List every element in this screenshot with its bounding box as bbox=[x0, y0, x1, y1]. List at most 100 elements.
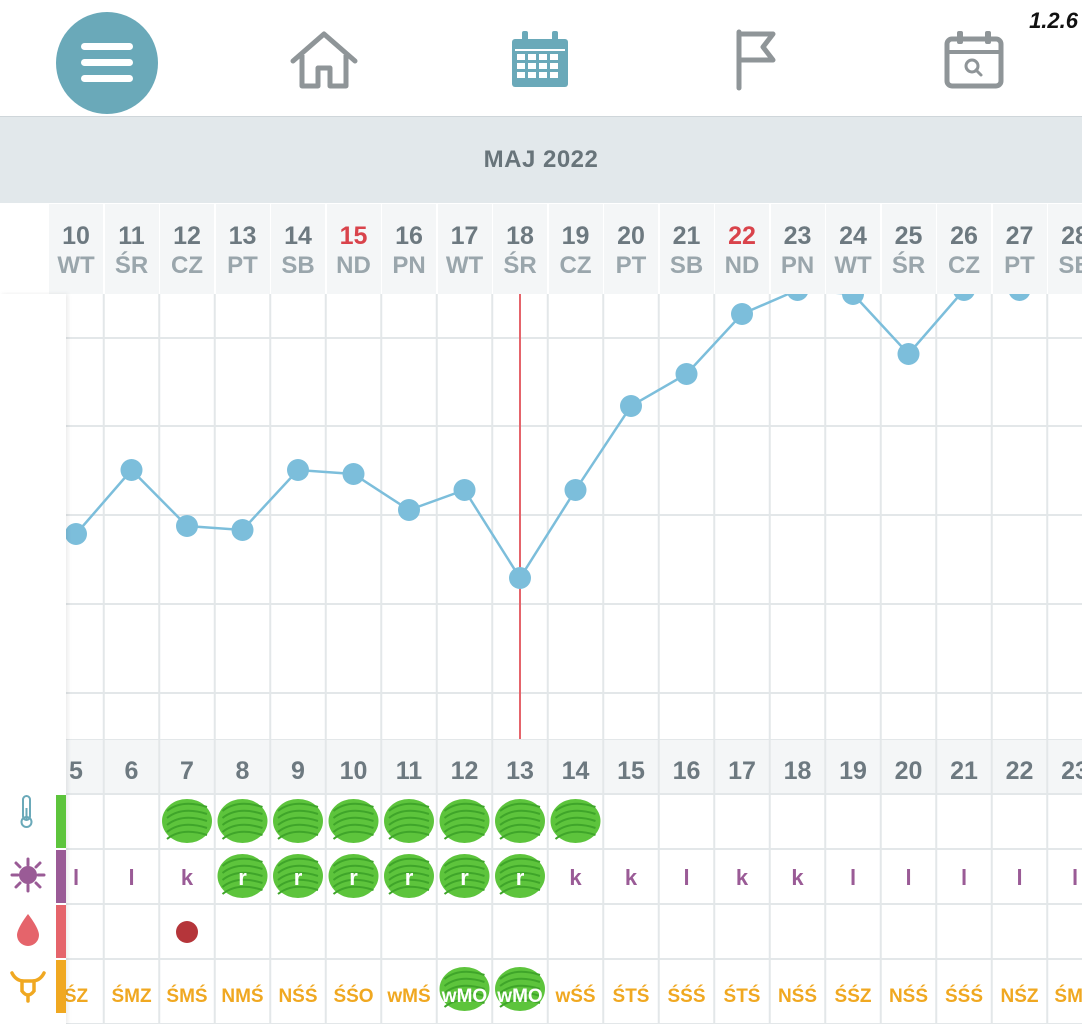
green-scribble-mark[interactable] bbox=[550, 799, 601, 843]
cervix-code[interactable]: NŚŚ bbox=[278, 985, 317, 1007]
green-scribble-mark[interactable] bbox=[384, 854, 434, 898]
green-scribble-mark[interactable] bbox=[273, 854, 323, 898]
green-scribble-mark[interactable] bbox=[217, 799, 268, 843]
cervix-code[interactable]: ŚMŚ bbox=[1054, 985, 1082, 1007]
cervix-code[interactable]: NŚZ bbox=[1001, 985, 1039, 1007]
observation-mark[interactable]: l bbox=[961, 865, 967, 890]
cervix-code[interactable]: NMŚ bbox=[221, 985, 263, 1007]
menu-button[interactable] bbox=[56, 12, 158, 114]
cervix-code[interactable]: wMO bbox=[496, 986, 542, 1007]
observation-mark[interactable]: k bbox=[181, 865, 194, 890]
observation-mark[interactable]: k bbox=[791, 865, 804, 890]
date-column[interactable]: 10 WT bbox=[49, 204, 103, 294]
weekday-label: PT bbox=[1004, 252, 1035, 279]
date-column[interactable]: 13 PT bbox=[215, 204, 270, 294]
date-column[interactable]: 19 CZ bbox=[548, 204, 603, 294]
date-column[interactable]: 20 PT bbox=[604, 204, 658, 294]
date-column[interactable]: 25 ŚR bbox=[881, 204, 936, 294]
date-column[interactable]: 15 ND bbox=[326, 204, 381, 294]
cervix-code[interactable]: wŚŚ bbox=[554, 985, 595, 1007]
date-column[interactable]: 24 WT bbox=[826, 204, 880, 294]
observation-mark[interactable]: r bbox=[516, 865, 525, 890]
green-scribble-mark[interactable] bbox=[273, 799, 323, 843]
home-button[interactable] bbox=[272, 10, 376, 110]
temperature-point[interactable] bbox=[120, 459, 143, 481]
date-column[interactable]: 14 SB bbox=[271, 204, 325, 294]
calendar-button[interactable] bbox=[488, 10, 592, 110]
cervix-code[interactable]: wMO bbox=[441, 986, 487, 1007]
cervix-code[interactable]: ŚŚO bbox=[333, 985, 373, 1007]
date-column[interactable]: 28SB bbox=[1048, 204, 1082, 294]
observation-mark[interactable]: l bbox=[1072, 865, 1078, 890]
observation-mark[interactable]: l bbox=[73, 865, 79, 890]
temperature-point[interactable] bbox=[842, 294, 864, 305]
observation-mark[interactable]: l bbox=[850, 865, 856, 890]
green-scribble-mark[interactable] bbox=[328, 799, 379, 843]
cervix-code[interactable]: ŚŚŚ bbox=[945, 985, 983, 1007]
green-scribble-mark[interactable] bbox=[384, 799, 434, 843]
green-scribble-mark[interactable] bbox=[439, 799, 490, 843]
temperature-point[interactable] bbox=[509, 567, 531, 589]
date-column[interactable]: 21 SB bbox=[659, 204, 714, 294]
date-column[interactable]: 12 CZ bbox=[160, 204, 214, 294]
temperature-point[interactable] bbox=[953, 294, 975, 301]
date-column[interactable]: 11 ŚR bbox=[104, 204, 159, 294]
date-column[interactable]: 18 ŚR bbox=[493, 204, 547, 294]
observation-mark[interactable]: l bbox=[1016, 865, 1022, 890]
green-scribble-mark[interactable] bbox=[328, 854, 379, 898]
temperature-point[interactable] bbox=[287, 459, 309, 481]
observation-mark[interactable]: k bbox=[736, 865, 749, 890]
cervix-code[interactable]: ŚŚŚ bbox=[667, 985, 705, 1007]
green-scribble-mark[interactable] bbox=[162, 799, 212, 843]
temperature-point[interactable] bbox=[675, 363, 698, 385]
date-column[interactable]: 17 WT bbox=[437, 204, 492, 294]
bleeding-dot[interactable] bbox=[176, 921, 198, 943]
cervix-code[interactable]: ŚTŚ bbox=[724, 985, 761, 1007]
calendar-search-button[interactable] bbox=[922, 10, 1026, 110]
observation-mark[interactable]: r bbox=[460, 865, 469, 890]
observation-mark[interactable]: r bbox=[294, 865, 303, 890]
temperature-point[interactable] bbox=[65, 523, 87, 545]
green-scribble-mark[interactable] bbox=[495, 854, 545, 898]
temperature-point[interactable] bbox=[176, 515, 198, 537]
date-column[interactable]: 22 ND bbox=[715, 204, 769, 294]
temperature-point[interactable] bbox=[897, 343, 920, 365]
temperature-point[interactable] bbox=[620, 395, 642, 417]
cervix-code[interactable]: ŚZ bbox=[64, 985, 89, 1007]
observation-mark[interactable]: k bbox=[625, 865, 638, 890]
green-scribble-mark[interactable] bbox=[439, 854, 490, 898]
green-scribble-mark[interactable] bbox=[217, 854, 268, 898]
date-number: 10 bbox=[62, 222, 90, 250]
cervix-code[interactable]: wMŚ bbox=[386, 985, 430, 1007]
date-column[interactable]: 27 PT bbox=[992, 204, 1047, 294]
green-scribble-mark[interactable] bbox=[439, 967, 490, 1011]
observation-mark[interactable]: l bbox=[128, 865, 134, 890]
date-column[interactable]: 26 CZ bbox=[937, 204, 991, 294]
cervix-code[interactable]: NŚŚ bbox=[778, 985, 817, 1007]
cervix-code[interactable]: NŚŚ bbox=[889, 985, 928, 1007]
green-scribble-mark[interactable] bbox=[495, 967, 545, 1011]
date-column[interactable]: 23 PN bbox=[770, 204, 825, 294]
observation-mark[interactable]: r bbox=[349, 865, 358, 890]
flag-button[interactable] bbox=[704, 10, 808, 110]
temperature-point[interactable] bbox=[787, 294, 809, 301]
temperature-point[interactable] bbox=[453, 479, 476, 501]
cervix-code[interactable]: ŚŚZ bbox=[835, 985, 872, 1007]
temperature-point[interactable] bbox=[1009, 294, 1031, 301]
cervix-code[interactable]: ŚTŚ bbox=[613, 985, 650, 1007]
temperature-point[interactable] bbox=[398, 499, 420, 521]
observation-mark[interactable]: l bbox=[905, 865, 911, 890]
cervix-code[interactable]: ŚMŚ bbox=[166, 985, 207, 1007]
weekday-label: CZ bbox=[171, 252, 203, 279]
cervix-code[interactable]: ŚMZ bbox=[111, 985, 152, 1007]
observation-mark[interactable]: r bbox=[405, 865, 414, 890]
observation-mark[interactable]: k bbox=[569, 865, 582, 890]
temperature-point[interactable] bbox=[342, 463, 365, 485]
green-scribble-mark[interactable] bbox=[495, 799, 545, 843]
observation-mark[interactable]: l bbox=[683, 865, 689, 890]
date-column[interactable]: 16 PN bbox=[382, 204, 436, 294]
observation-mark[interactable]: r bbox=[238, 865, 247, 890]
temperature-point[interactable] bbox=[564, 479, 587, 501]
temperature-point[interactable] bbox=[231, 519, 254, 541]
temperature-point[interactable] bbox=[731, 303, 753, 325]
